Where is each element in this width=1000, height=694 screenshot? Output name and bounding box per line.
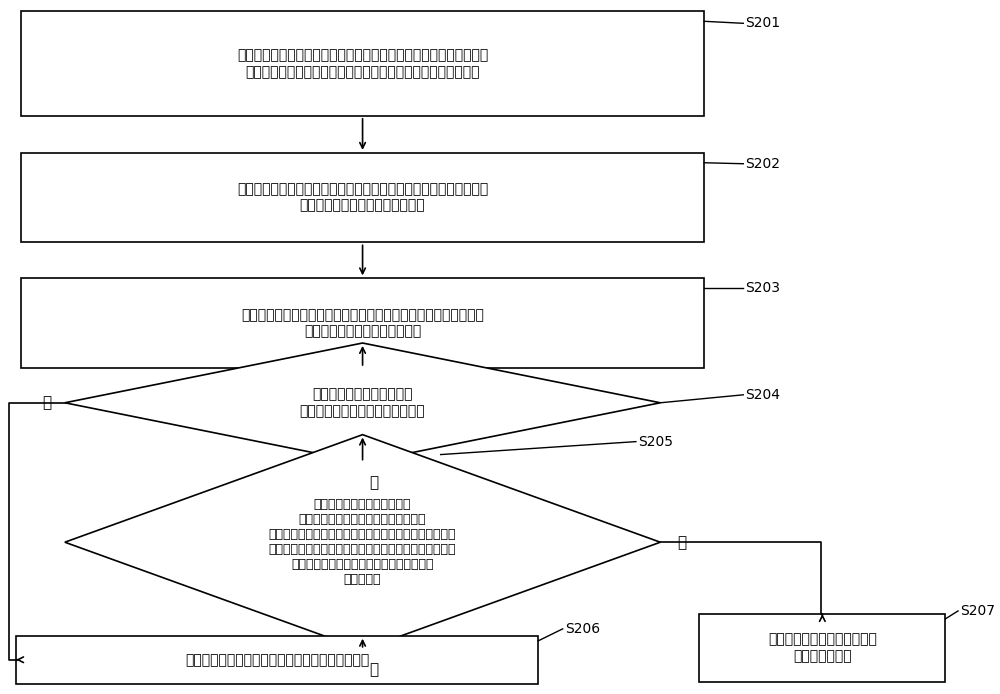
Text: S205: S205 [638, 434, 673, 448]
Bar [21, 153, 704, 242]
Text: 分析所述至少一个电量值或
至少一个电池电压值是否存在跳变: 分析所述至少一个电量值或 至少一个电池电压值是否存在跳变 [300, 388, 425, 418]
Bar [21, 11, 704, 116]
Bar [16, 636, 538, 684]
Text: 分析获得的所述终端充电结束
时的电量截止值或电池电压截止值是否
为第一电量截止值或位于第一电池电压截止范围内、或获
得的所述终端放电结束时的电量截止值或电池电压: 分析获得的所述终端充电结束 时的电量截止值或电池电压截止值是否 为第一电量截止值… [269, 498, 456, 586]
Text: 是: 是 [43, 396, 52, 410]
Polygon shape [65, 434, 660, 650]
Text: S203: S203 [745, 281, 780, 295]
Bar [21, 278, 704, 368]
Text: 获得所述电量计的测试结果为
电量计性能良好: 获得所述电量计的测试结果为 电量计性能良好 [768, 633, 877, 663]
Text: 获得所述电量计的测试结果为电量计存在性能问题: 获得所述电量计的测试结果为电量计存在性能问题 [185, 653, 369, 667]
Text: 在所述终端的充电或放电过程中，每隔设定时间获取所述终端的至少
一个电量值和至少一个电池电压值: 在所述终端的充电或放电过程中，每隔设定时间获取所述终端的至少 一个电量值和至少一… [237, 183, 488, 212]
Bar [699, 614, 945, 682]
Text: S202: S202 [745, 157, 780, 171]
Text: 否: 否 [370, 475, 379, 490]
Text: 是: 是 [677, 534, 686, 550]
Text: S204: S204 [745, 388, 780, 402]
Text: S201: S201 [745, 16, 780, 31]
Text: 否: 否 [370, 662, 379, 677]
Text: 若检测到所述电量计提示所述终端电量已充满或所述终端自动关机
时，所述终端的充电或放电结束: 若检测到所述电量计提示所述终端电量已充满或所述终端自动关机 时，所述终端的充电或… [241, 308, 484, 338]
Text: 当对终端开始充电或放电时启动所述电量计的测试，其中，所述终端
的充电或放电的电量初始值为第一电量初始值或第二电量初始值: 当对终端开始充电或放电时启动所述电量计的测试，其中，所述终端 的充电或放电的电量… [237, 49, 488, 78]
Text: S206: S206 [565, 622, 600, 636]
Polygon shape [65, 343, 660, 462]
Text: S207: S207 [960, 604, 995, 618]
